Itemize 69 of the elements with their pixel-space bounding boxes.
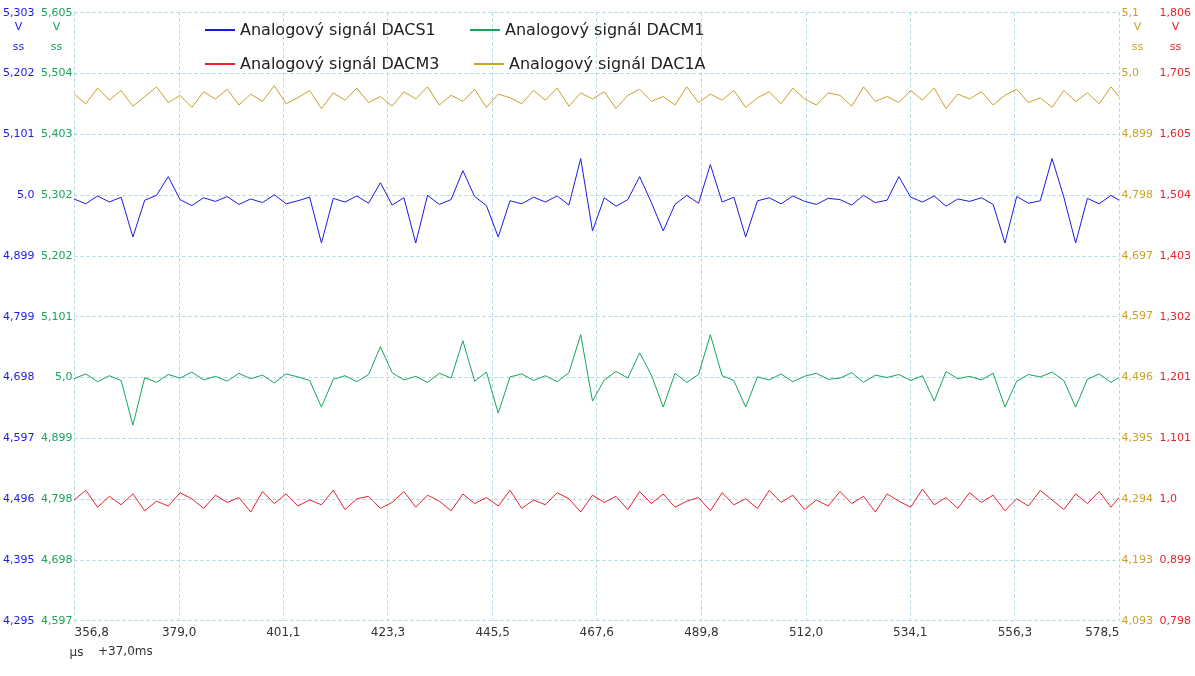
legend-label: Analogový signál DACS1 xyxy=(240,20,436,39)
y2-tick-label: 5,302 xyxy=(41,188,73,202)
x-tick-label: 379,0 xyxy=(161,624,197,639)
text: +37,0ms xyxy=(98,644,153,658)
x-tick-label: 578,5 xyxy=(1085,624,1120,639)
x-tick-label: 512,0 xyxy=(788,624,824,639)
legend-label: Analogový signál DACM3 xyxy=(240,54,440,73)
line-series xyxy=(74,488,1119,513)
y2-tick-label: 5,0 xyxy=(1121,65,1139,79)
y2-tick-label: 4,698 xyxy=(41,552,73,566)
y2-tick-label: 4,798 xyxy=(1121,187,1153,201)
y-tick-label: 5,202 xyxy=(3,66,35,80)
y2-tick-label: 5,101 xyxy=(41,309,73,323)
y2-axis-title: V ss xyxy=(50,19,63,53)
y-axis-title: V ss xyxy=(1169,19,1182,53)
line-series xyxy=(74,334,1119,426)
line-series xyxy=(74,158,1119,244)
y2-tick-label: 4,395 xyxy=(1121,431,1153,445)
y-tick-label: 1,0 xyxy=(1159,491,1177,505)
y-tick-label: 5,101 xyxy=(3,127,35,141)
line-series xyxy=(74,85,1119,110)
x-tick-label: 489,8 xyxy=(684,624,719,639)
y-tick-label: 4,395 xyxy=(3,553,35,567)
x-tick-label: 356,8 xyxy=(74,624,109,639)
y-tick-label: 4,698 xyxy=(3,370,35,384)
x-tick-label: 556,3 xyxy=(997,624,1033,639)
y-tick-label: 4,799 xyxy=(3,309,35,323)
y2-tick-label: 4,597 xyxy=(1121,309,1153,323)
y2-tick-label: 5,605 xyxy=(41,5,73,19)
y-tick-label: 1,201 xyxy=(1159,370,1191,384)
y2-tick-label: 4,899 xyxy=(41,431,73,445)
x-tick-label: 467,6 xyxy=(579,624,614,639)
y2-tick-label: 4,496 xyxy=(1121,370,1153,384)
y2-tick-label: 4,798 xyxy=(41,492,73,506)
y-tick-label: 1,302 xyxy=(1159,309,1191,323)
y-tick-label: 4,295 xyxy=(3,613,35,627)
y2-tick-label: 5,0 xyxy=(55,370,73,384)
y-tick-label: 1,504 xyxy=(1159,187,1191,201)
y-tick-label: 0,798 xyxy=(1159,613,1191,627)
y-tick-label: 1,101 xyxy=(1159,430,1191,444)
y-tick-label: 4,597 xyxy=(3,431,35,445)
x-tick-label: 423,3 xyxy=(370,624,406,639)
y2-tick-label: 5,403 xyxy=(41,127,73,141)
y-axis-title: V ss xyxy=(12,19,25,53)
x-axis-title: µs xyxy=(69,644,84,659)
y-tick-label: 1,403 xyxy=(1159,248,1191,262)
y2-tick-label: 4,697 xyxy=(1121,248,1153,262)
y-tick-label: 5,0 xyxy=(17,188,35,202)
y-tick-label: 4,899 xyxy=(3,249,35,263)
y2-axis-title: V ss xyxy=(1131,19,1144,53)
legend-label: Analogový signál DAC1A xyxy=(509,54,706,73)
y-tick-label: 1,806 xyxy=(1159,5,1191,19)
y2-tick-label: 5,1 xyxy=(1121,5,1139,19)
legend-label: Analogový signál DACM1 xyxy=(505,20,705,39)
y2-tick-label: 4,899 xyxy=(1121,126,1153,140)
y-tick-label: 5,303 xyxy=(3,5,35,19)
y2-tick-label: 5,202 xyxy=(41,248,73,262)
y2-tick-label: 4,597 xyxy=(41,613,73,627)
x-tick-label: 445,5 xyxy=(475,624,510,639)
x-tick-label: 534,1 xyxy=(893,624,928,639)
y2-tick-label: 4,294 xyxy=(1121,492,1153,506)
x-tick-label: 401,1 xyxy=(266,624,301,639)
y2-tick-label: 4,193 xyxy=(1121,553,1153,567)
y-tick-label: 1,705 xyxy=(1159,66,1191,80)
y-tick-label: 0,899 xyxy=(1159,552,1191,566)
y-tick-label: 4,496 xyxy=(3,492,35,506)
y2-tick-label: 4,093 xyxy=(1121,613,1153,627)
y-tick-label: 1,605 xyxy=(1159,126,1191,140)
y2-tick-label: 5,504 xyxy=(41,66,73,80)
